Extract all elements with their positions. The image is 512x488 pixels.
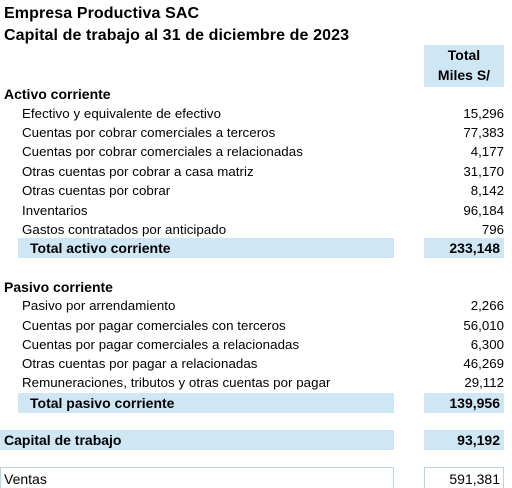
ventas-left-rule xyxy=(0,467,1,488)
ventas-right-rule xyxy=(393,467,394,488)
total-activo-value: 233,148 xyxy=(449,240,500,256)
ventas-value-top-rule xyxy=(424,467,504,468)
capital-value-band: 93,192 xyxy=(424,430,504,450)
total-activo-value-band: 233,148 xyxy=(424,238,504,258)
section-title-activo: Activo corriente xyxy=(4,86,111,102)
capital-label-band: Capital de trabajo xyxy=(0,430,394,450)
pasivo-item-value: 2,266 xyxy=(470,298,504,313)
activo-item-label: Otras cuentas por cobrar a casa matriz xyxy=(22,164,254,179)
total-pasivo-value: 139,956 xyxy=(449,395,500,411)
activo-item-label: Cuentas por cobrar comerciales a relacio… xyxy=(22,144,303,159)
activo-item-value: 8,142 xyxy=(470,183,504,198)
pasivo-item-value: 6,300 xyxy=(470,337,504,352)
ventas-label: Ventas xyxy=(4,471,47,487)
activo-item-value: 15,296 xyxy=(463,106,504,121)
activo-item-label: Cuentas por cobrar comerciales a tercero… xyxy=(22,125,276,140)
activo-item-value: 77,383 xyxy=(463,125,504,140)
report-title: Capital de trabajo al 31 de diciembre de… xyxy=(4,27,350,44)
activo-item-value: 796 xyxy=(481,222,504,237)
column-header-unit: Miles S/ xyxy=(437,67,491,83)
pasivo-item-label: Cuentas por pagar comerciales con tercer… xyxy=(22,318,286,333)
column-header-total: Total xyxy=(447,47,481,63)
column-header: Total Miles S/ xyxy=(424,45,504,87)
capital-label: Capital de trabajo xyxy=(4,432,122,448)
ventas-value-right-rule xyxy=(503,467,504,488)
pasivo-item-value: 46,269 xyxy=(463,356,504,371)
pasivo-item-label: Remuneraciones, tributos y otras cuentas… xyxy=(22,375,331,390)
pasivo-item-label: Otras cuentas por pagar a relacionadas xyxy=(22,356,258,371)
activo-item-label: Otras cuentas por cobrar xyxy=(22,183,171,198)
total-activo-label: Total activo corriente xyxy=(30,240,171,256)
activo-item-value: 31,170 xyxy=(463,164,504,179)
pasivo-item-label: Pasivo por arrendamiento xyxy=(22,298,176,313)
company-name: Empresa Productiva SAC xyxy=(4,5,200,22)
activo-item-label: Gastos contratados por anticipado xyxy=(22,222,227,237)
pasivo-item-value: 56,010 xyxy=(463,318,504,333)
ventas-value: 591,381 xyxy=(449,471,500,487)
activo-item-value: 4,177 xyxy=(470,144,504,159)
activo-item-label: Inventarios xyxy=(22,203,88,218)
ventas-top-rule xyxy=(0,467,394,468)
ventas-value-left-rule xyxy=(424,467,425,488)
activo-item-label: Efectivo y equivalente de efectivo xyxy=(22,106,222,121)
activo-item-value: 96,184 xyxy=(463,203,504,218)
total-pasivo-value-band: 139,956 xyxy=(424,393,504,413)
total-pasivo-label: Total pasivo corriente xyxy=(30,395,175,411)
section-title-pasivo: Pasivo corriente xyxy=(4,279,113,295)
total-pasivo-label-band: Total pasivo corriente xyxy=(18,393,394,413)
capital-value: 93,192 xyxy=(457,432,500,448)
pasivo-item-label: Cuentas por pagar comerciales a relacion… xyxy=(22,337,300,352)
total-activo-label-band: Total activo corriente xyxy=(18,238,394,258)
pasivo-item-value: 29,112 xyxy=(464,375,504,390)
